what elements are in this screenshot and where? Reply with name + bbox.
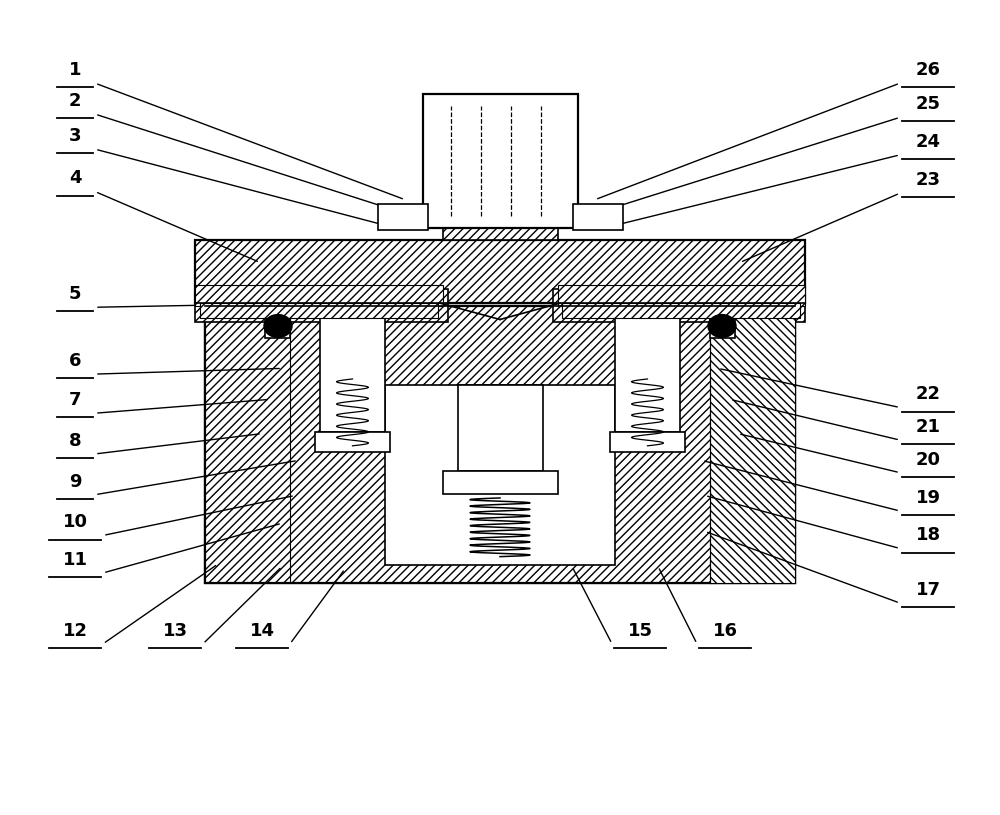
Bar <box>378 204 428 230</box>
Bar <box>385 385 615 565</box>
Text: 19: 19 <box>916 489 940 507</box>
Text: 7: 7 <box>69 391 81 409</box>
Text: 13: 13 <box>162 622 188 640</box>
Bar <box>552 289 805 322</box>
Text: 21: 21 <box>916 418 940 436</box>
Bar <box>458 385 542 471</box>
Bar <box>320 318 385 432</box>
Bar <box>195 289 448 322</box>
Text: 3: 3 <box>69 127 81 145</box>
Bar <box>265 310 290 338</box>
Text: 26: 26 <box>916 61 940 79</box>
Text: 14: 14 <box>250 622 274 640</box>
Text: 22: 22 <box>916 385 940 403</box>
Bar <box>610 432 685 452</box>
Bar <box>442 203 558 240</box>
Text: 10: 10 <box>62 513 88 531</box>
Text: 12: 12 <box>62 622 88 640</box>
Text: 16: 16 <box>712 622 738 640</box>
Bar <box>315 432 390 452</box>
Text: 8: 8 <box>69 432 81 450</box>
Text: 15: 15 <box>628 622 652 640</box>
Bar <box>205 306 795 583</box>
Text: 18: 18 <box>915 526 941 544</box>
Bar <box>442 471 558 494</box>
Bar <box>710 310 735 338</box>
Text: 24: 24 <box>916 133 940 151</box>
Bar <box>710 306 795 583</box>
Text: 20: 20 <box>916 451 940 469</box>
Bar <box>422 94 578 228</box>
Circle shape <box>264 315 292 337</box>
Text: 25: 25 <box>916 95 940 113</box>
Text: 23: 23 <box>916 171 940 189</box>
Text: 6: 6 <box>69 352 81 370</box>
Text: 9: 9 <box>69 473 81 491</box>
Bar <box>558 285 805 306</box>
Bar <box>195 240 805 303</box>
Circle shape <box>708 315 736 337</box>
Bar <box>200 303 438 318</box>
Text: 2: 2 <box>69 92 81 110</box>
Text: 17: 17 <box>916 581 940 599</box>
Text: 11: 11 <box>62 551 88 569</box>
Bar <box>615 318 680 432</box>
Text: 1: 1 <box>69 61 81 79</box>
Bar <box>562 303 800 318</box>
Text: 4: 4 <box>69 170 81 187</box>
Bar <box>572 204 622 230</box>
Text: 5: 5 <box>69 285 81 303</box>
Bar <box>205 306 795 583</box>
Bar <box>195 285 442 306</box>
